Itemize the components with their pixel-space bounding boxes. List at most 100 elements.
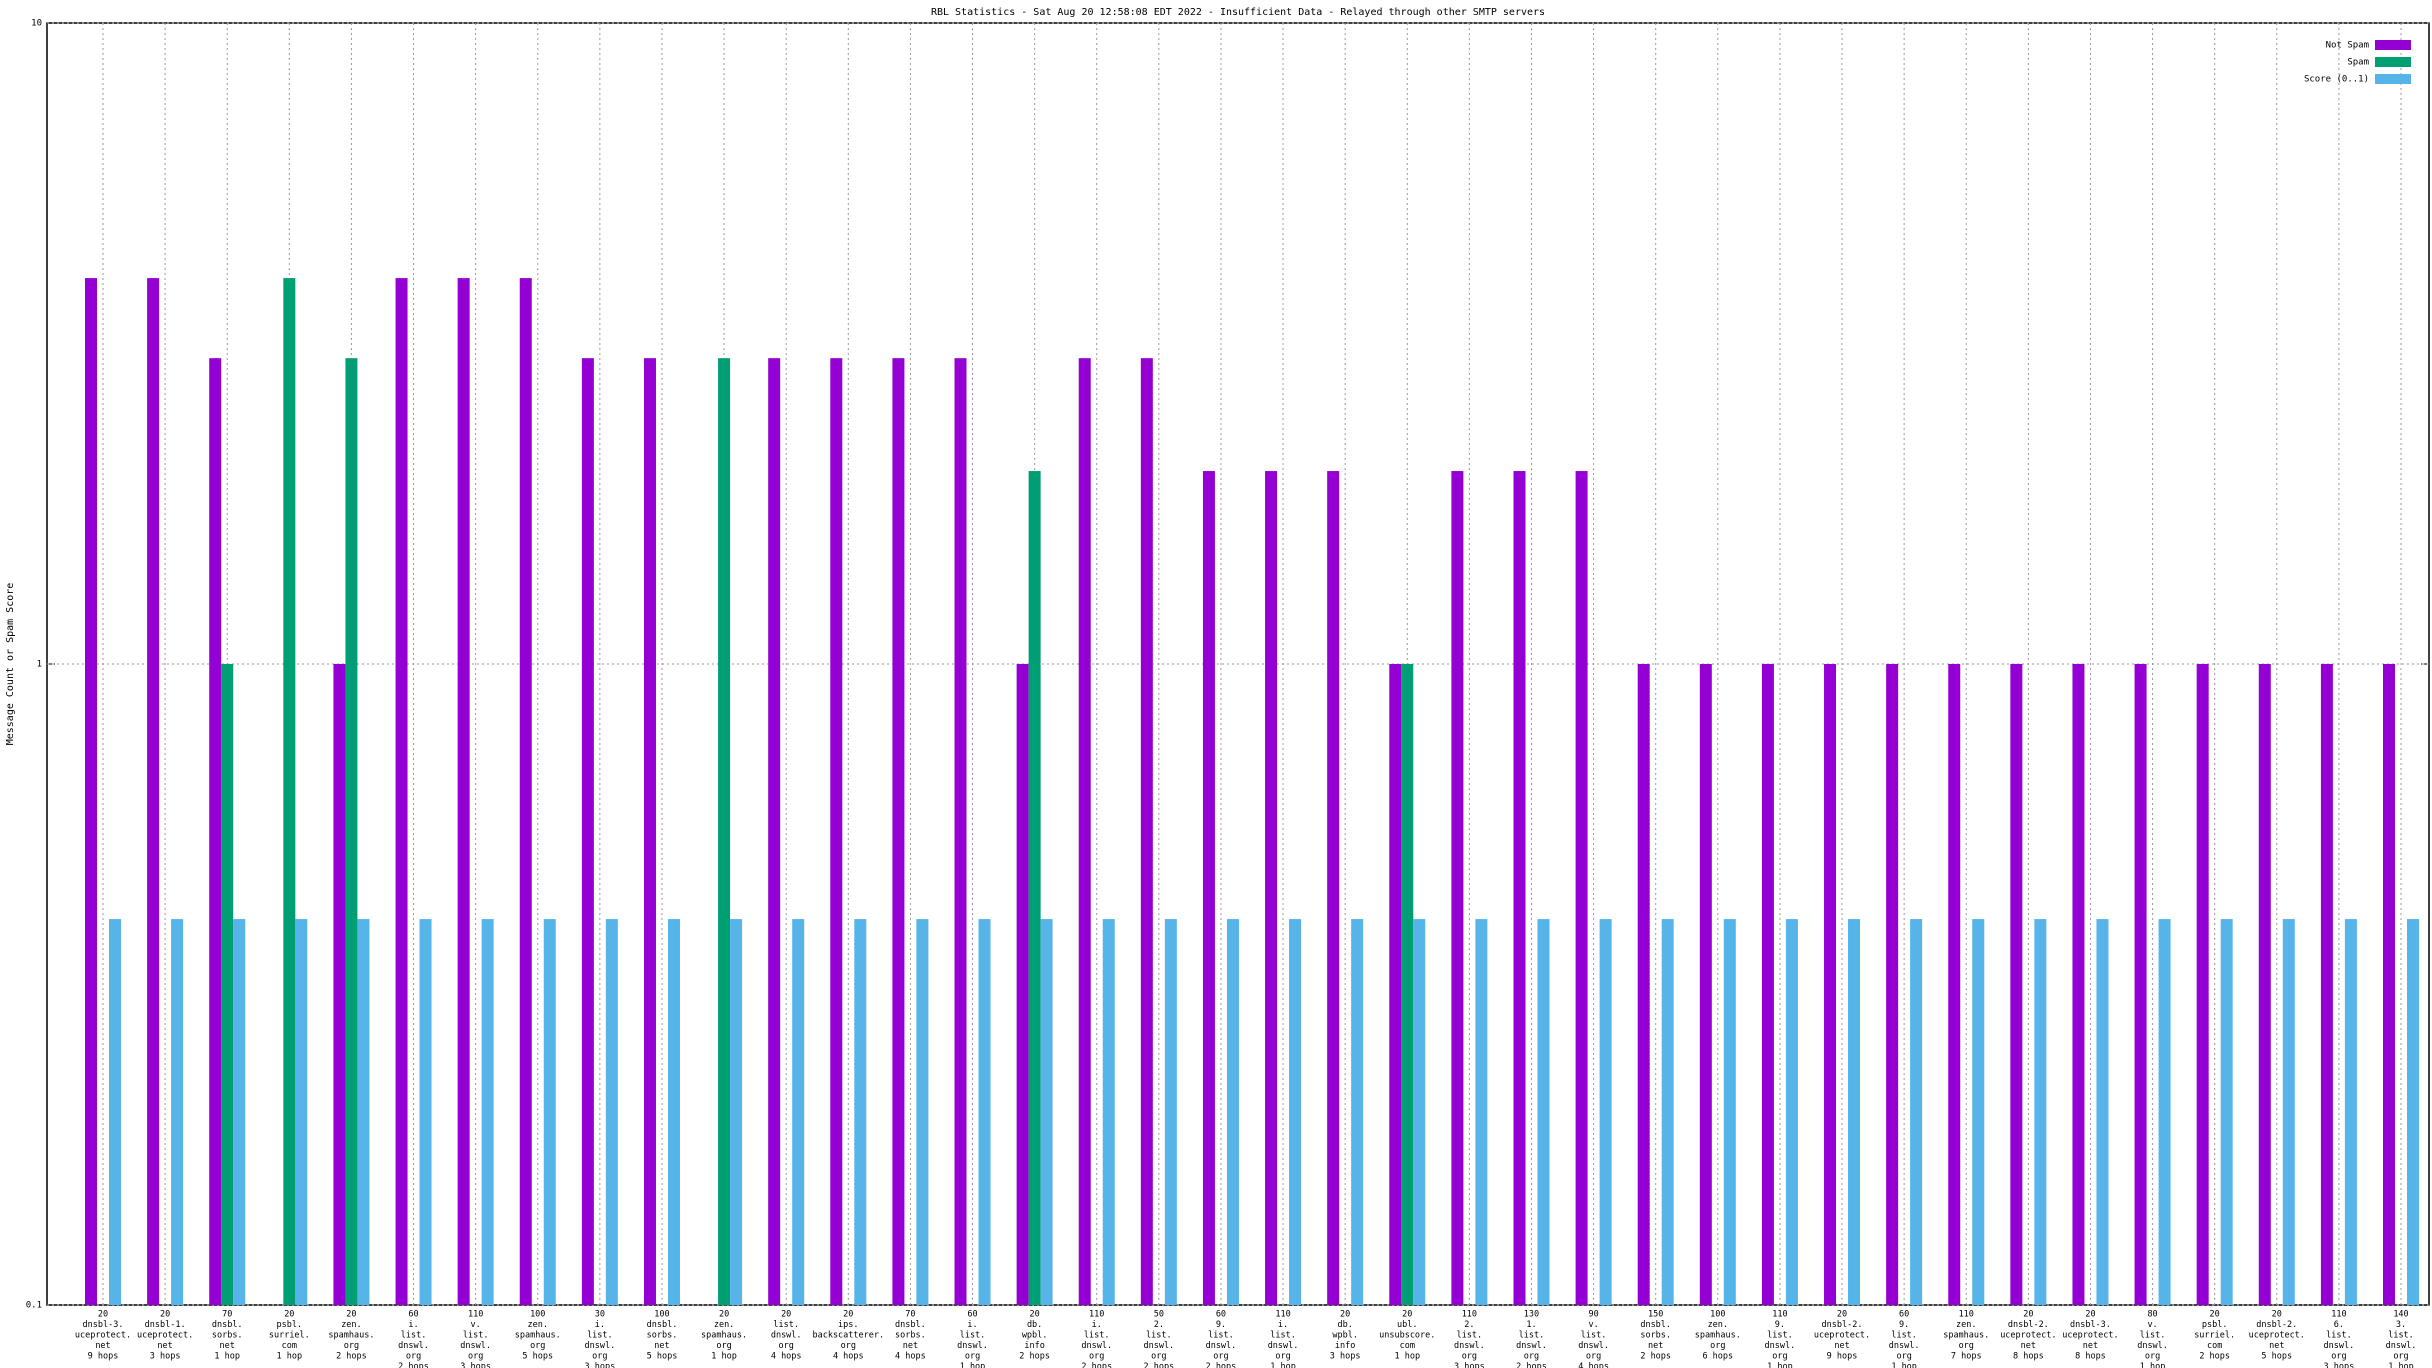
x-tick-label: 110	[1959, 1310, 1974, 1320]
x-tick-label: info	[1335, 1341, 1355, 1351]
bar	[1413, 919, 1426, 1305]
x-tick-label: 60	[408, 1310, 418, 1320]
x-tick-label: dnswl.	[1578, 1341, 1609, 1351]
x-tick-label: list.	[1084, 1331, 1110, 1341]
x-tick-label: net	[157, 1341, 172, 1351]
bar	[1164, 919, 1177, 1305]
x-tick-label: 1 hop	[277, 1352, 303, 1362]
bar	[1078, 358, 1091, 1305]
x-tick-label: i.	[1278, 1320, 1288, 1330]
bar	[481, 919, 494, 1305]
legend-label: Spam	[2347, 58, 2369, 68]
x-tick-label: wpbl.	[1332, 1331, 1358, 1341]
x-tick-label: net	[2021, 1341, 2036, 1351]
bar	[519, 278, 532, 1305]
bar	[1824, 664, 1837, 1305]
x-tick-label: 2.	[1154, 1320, 1164, 1330]
legend-swatch	[2375, 40, 2411, 50]
x-tick-label: dnswl.	[2386, 1341, 2417, 1351]
x-tick-label: com	[2207, 1341, 2222, 1351]
bar	[1575, 471, 1588, 1305]
bar	[1723, 919, 1736, 1305]
x-tick-label: 4 hops	[771, 1352, 802, 1362]
x-tick-label: dnswl.	[1454, 1341, 1485, 1351]
x-tick-label: 60	[1899, 1310, 1909, 1320]
x-tick-label: 1 hop	[2388, 1362, 2414, 1368]
bar	[830, 358, 843, 1305]
x-tick-label: net	[95, 1341, 110, 1351]
x-tick-label: 3 hops	[1454, 1362, 1485, 1368]
x-tick-label: 70	[905, 1310, 915, 1320]
bar	[1028, 471, 1041, 1305]
x-tick-label: org	[530, 1341, 545, 1351]
bar	[605, 919, 618, 1305]
x-tick-label: 7 hops	[1951, 1352, 1982, 1362]
x-tick-label: 20	[284, 1310, 294, 1320]
x-tick-label: dnsbl.	[1640, 1320, 1671, 1330]
x-tick-label: 20	[2085, 1310, 2095, 1320]
y-tick-label: 10	[31, 19, 42, 29]
x-tick-label: net	[220, 1341, 235, 1351]
x-tick-label: net	[2083, 1341, 2098, 1351]
x-tick-label: 4 hops	[1578, 1362, 1609, 1368]
x-tick-label: org	[1959, 1341, 1974, 1351]
bar	[2383, 664, 2395, 1305]
bar	[1948, 664, 1961, 1305]
bar	[1910, 919, 1923, 1305]
x-tick-label: backscatterer.	[812, 1331, 884, 1341]
x-tick-label: 20	[1029, 1310, 1039, 1320]
bar	[1016, 664, 1029, 1305]
bar	[1599, 919, 1612, 1305]
bar	[1202, 471, 1215, 1305]
bar	[1040, 919, 1053, 1305]
x-tick-label: list.	[1270, 1331, 1296, 1341]
x-tick-label: uceprotect.	[1814, 1331, 1870, 1341]
x-tick-label: net	[1834, 1341, 1849, 1351]
x-tick-label: 100	[530, 1310, 545, 1320]
x-tick-label: 20	[2023, 1310, 2033, 1320]
x-tick-label: dnsbl.	[647, 1320, 678, 1330]
x-tick-label: 9.	[1216, 1320, 1226, 1330]
y-tick-label: 0.1	[26, 1301, 42, 1311]
x-tick-label: dnswl.	[2137, 1341, 2168, 1351]
x-tick-label: v.	[2147, 1320, 2157, 1330]
x-tick-label: 60	[1216, 1310, 1226, 1320]
x-tick-label: dnswl.	[2324, 1341, 2355, 1351]
x-tick-label: dnsbl.	[895, 1320, 926, 1330]
x-tick-label: surriel.	[2194, 1331, 2235, 1341]
x-tick-label: info	[1024, 1341, 1044, 1351]
x-tick-label: org	[1586, 1352, 1601, 1362]
x-tick-label: wpbl.	[1022, 1331, 1048, 1341]
x-tick-label: 20	[1340, 1310, 1350, 1320]
x-tick-label: 20	[1837, 1310, 1847, 1320]
x-tick-label: net	[2269, 1341, 2284, 1351]
x-tick-label: list.	[1457, 1331, 1483, 1341]
x-tick-label: 110	[1462, 1310, 1477, 1320]
bar	[209, 358, 222, 1305]
x-tick-label: org	[1462, 1352, 1477, 1362]
x-tick-label: dnswl.	[1143, 1341, 1174, 1351]
bar	[1699, 664, 1712, 1305]
x-tick-label: 1 hop	[214, 1352, 240, 1362]
x-tick-label: 20	[719, 1310, 729, 1320]
x-tick-label: 1 hop	[1891, 1362, 1917, 1368]
x-tick-label: 5 hops	[647, 1352, 678, 1362]
x-tick-label: 20	[2272, 1310, 2282, 1320]
x-tick-label: list.	[2388, 1331, 2414, 1341]
x-tick-label: 2 hops	[398, 1362, 429, 1368]
x-tick-label: uceprotect.	[75, 1331, 131, 1341]
x-tick-label: ips.	[838, 1320, 858, 1330]
bar	[1637, 664, 1650, 1305]
x-tick-label: 2 hops	[1640, 1352, 1671, 1362]
x-tick-label: list.	[1891, 1331, 1917, 1341]
x-tick-label: list.	[1146, 1331, 1172, 1341]
bar	[1140, 358, 1153, 1305]
x-tick-label: dnswl.	[1765, 1341, 1796, 1351]
x-tick-label: i.	[595, 1320, 605, 1330]
x-tick-label: org	[1710, 1341, 1725, 1351]
bar	[2158, 919, 2171, 1305]
x-tick-label: dnswl.	[1081, 1341, 1112, 1351]
x-tick-label: psbl.	[2202, 1320, 2228, 1330]
bar	[295, 919, 308, 1305]
x-tick-label: 50	[1154, 1310, 1164, 1320]
